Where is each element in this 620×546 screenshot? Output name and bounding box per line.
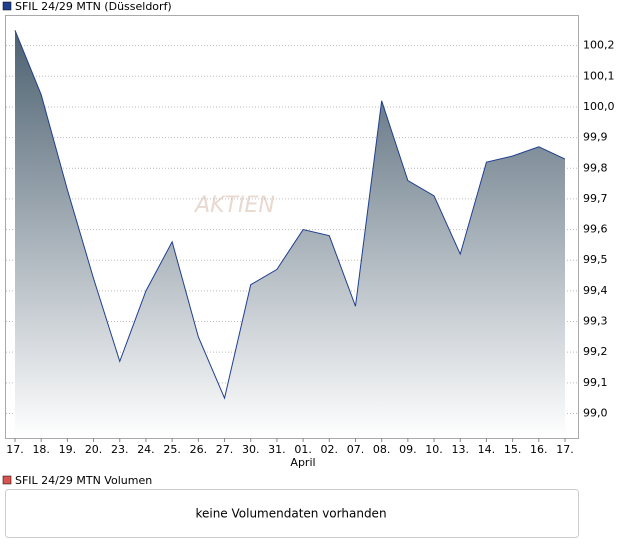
legend-label: SFIL 24/29 MTN (Düsseldorf) xyxy=(15,0,172,13)
x-tick-label: 02. xyxy=(321,443,339,456)
y-tick-label: 99,6 xyxy=(583,223,608,236)
x-tick-label: 25. xyxy=(163,443,181,456)
volume-box xyxy=(5,489,579,538)
x-tick-label: 20. xyxy=(85,443,103,456)
x-tick-label: 16. xyxy=(530,443,548,456)
x-tick-label: 14. xyxy=(478,443,496,456)
y-tick-label: 99,0 xyxy=(583,406,608,419)
x-tick-label: 23. xyxy=(111,443,129,456)
y-tick-label: 99,2 xyxy=(583,345,608,358)
x-tick-label: 09. xyxy=(399,443,417,456)
x-tick-label: 08. xyxy=(373,443,391,456)
volume-message: keine Volumendaten vorhanden xyxy=(195,507,386,521)
y-tick-label: 100,0 xyxy=(583,100,615,113)
area xyxy=(15,30,565,439)
y-tick-label: 99,9 xyxy=(583,131,608,144)
x-tick-label: 31. xyxy=(268,443,286,456)
x-tick-label: 15. xyxy=(504,443,522,456)
line xyxy=(14,30,566,400)
x-annotation: April xyxy=(290,456,315,469)
volume-legend: SFIL 24/29 MTN Volumen xyxy=(15,474,152,487)
x-tick-label: 19. xyxy=(59,443,77,456)
y-tick-label: 99,8 xyxy=(583,161,608,174)
x-tick-label: 17. xyxy=(556,443,574,456)
x-tick-label: 27. xyxy=(216,443,234,456)
x-tick-label: 17. xyxy=(6,443,24,456)
legend-swatch xyxy=(2,475,12,485)
x-tick-label: 24. xyxy=(137,443,155,456)
watermark: AKTIEN xyxy=(193,193,275,218)
x-tick-label: 01. xyxy=(294,443,312,456)
y-tick-label: 99,3 xyxy=(583,315,608,328)
y-tick-label: 100,2 xyxy=(583,39,615,52)
legend-swatch xyxy=(2,1,12,11)
y-tick-label: 100,1 xyxy=(583,69,615,82)
x-tick-label: 07. xyxy=(347,443,365,456)
x-tick-label: 30. xyxy=(242,443,260,456)
x-tick-label: 13. xyxy=(451,443,469,456)
y-tick-label: 99,5 xyxy=(583,253,608,266)
y-tick-label: 99,1 xyxy=(583,376,608,389)
x-tick-label: 26. xyxy=(190,443,208,456)
x-tick-label: 10. xyxy=(425,443,443,456)
y-tick-label: 99,7 xyxy=(583,192,608,205)
x-tick-label: 18. xyxy=(32,443,50,456)
y-tick-label: 99,4 xyxy=(583,284,608,297)
